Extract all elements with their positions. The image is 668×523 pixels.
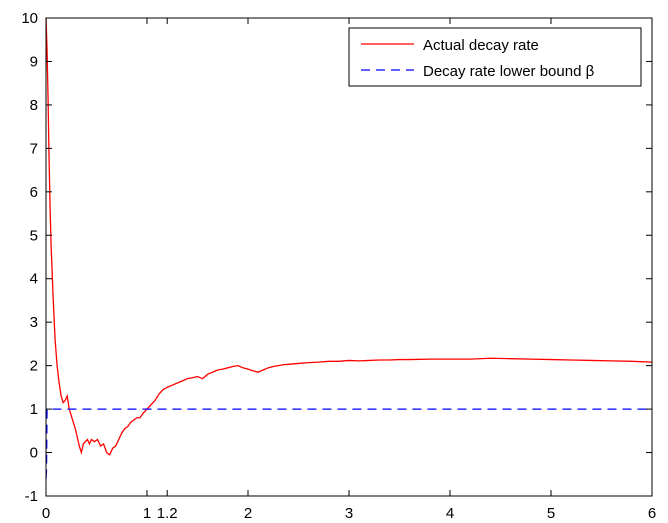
y-tick-label: 1 — [30, 401, 38, 418]
x-tick-label: 5 — [547, 505, 555, 522]
legend: Actual decay rate Decay rate lower bound… — [348, 27, 642, 87]
x-tick-label: 2 — [244, 505, 252, 522]
y-tick-label: 5 — [30, 227, 38, 244]
y-tick-label: 3 — [30, 314, 38, 331]
y-tick-label: 7 — [30, 140, 38, 157]
legend-label-actual: Actual decay rate — [423, 37, 539, 54]
plot-background — [46, 18, 652, 496]
x-tick-label: 1.2 — [157, 505, 178, 522]
x-tick-label: 4 — [446, 505, 454, 522]
series-line-actual-decay-rate — [45, 17, 653, 456]
legend-label-bound: Decay rate lower bound β — [423, 63, 595, 80]
y-tick-label: 8 — [30, 97, 38, 114]
x-tick-label: 0 — [42, 505, 50, 522]
x-tick-label: 6 — [648, 505, 656, 522]
y-tick-label: -1 — [25, 488, 38, 505]
y-tick-label: 4 — [30, 271, 38, 288]
y-tick-label: 2 — [30, 358, 38, 375]
y-tick-label: 10 — [21, 10, 38, 27]
x-tick-label: 1 — [143, 505, 151, 522]
y-tick-label: 0 — [30, 445, 38, 462]
y-tick-label: 6 — [30, 184, 38, 201]
x-tick-label: 3 — [345, 505, 353, 522]
plot-frame — [45, 17, 653, 497]
y-tick-label: 9 — [30, 53, 38, 70]
legend-box — [348, 27, 642, 87]
